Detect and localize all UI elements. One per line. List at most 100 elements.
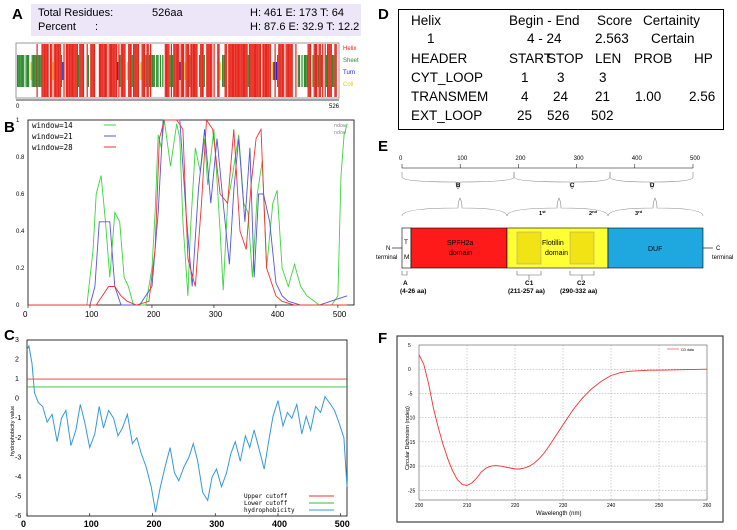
d-score-value: 2.563 bbox=[595, 31, 629, 46]
ss-bar bbox=[153, 55, 155, 87]
d-header-hp: HP bbox=[694, 51, 713, 66]
b-series-window-14 bbox=[28, 119, 348, 306]
f-ytick: -5 bbox=[408, 391, 413, 397]
spfh-label-2: domain bbox=[449, 250, 472, 257]
c1-box bbox=[516, 231, 542, 265]
ss-bar bbox=[246, 44, 248, 97]
ss-bar bbox=[314, 44, 317, 97]
d-begin-end-value: 4 - 24 bbox=[527, 31, 562, 46]
percent-label: Percent bbox=[38, 21, 76, 33]
ss-bar bbox=[119, 55, 121, 87]
ss-bar bbox=[118, 44, 120, 97]
ss-bar bbox=[308, 44, 310, 97]
ss-bar bbox=[328, 44, 330, 97]
b-xtick: 400 bbox=[271, 310, 285, 319]
ss-bar bbox=[46, 44, 48, 97]
ss-bar bbox=[102, 44, 104, 97]
c-legend-lower: Lower cutoff bbox=[244, 500, 288, 507]
d-row3-stop: 526 bbox=[547, 108, 570, 123]
brace-c-label: C bbox=[570, 183, 575, 189]
ss-bar bbox=[237, 44, 240, 97]
f-plot-frame bbox=[418, 344, 708, 501]
ss-bar bbox=[150, 44, 152, 97]
ss-bar bbox=[79, 44, 81, 97]
c-xtick: 0 bbox=[21, 519, 26, 529]
f-ytick: -15 bbox=[408, 440, 415, 446]
ss-bar bbox=[329, 44, 331, 97]
brace-c bbox=[513, 172, 611, 190]
ss-bar bbox=[37, 55, 39, 87]
c-ytick: -1 bbox=[15, 415, 21, 422]
ss-bar bbox=[240, 44, 242, 97]
ss-bar bbox=[244, 44, 246, 97]
n-term-text: terminal bbox=[376, 255, 397, 261]
ss-bar bbox=[306, 55, 308, 87]
ss-bar bbox=[151, 55, 153, 87]
b-series bbox=[28, 118, 348, 306]
ss-bar bbox=[223, 55, 225, 87]
d-helix-label: Helix bbox=[411, 13, 442, 28]
ss-bar bbox=[124, 44, 126, 97]
d-score-label: Score bbox=[597, 13, 633, 28]
bracket-c2 bbox=[569, 271, 595, 280]
panel-f-label: F bbox=[378, 330, 388, 347]
ss-bar bbox=[228, 44, 230, 97]
ss-bar bbox=[140, 62, 142, 80]
ss-bar bbox=[129, 44, 131, 97]
ss-bar bbox=[307, 44, 309, 97]
ss-bar bbox=[26, 55, 29, 87]
tm-label-t: T bbox=[404, 239, 408, 246]
hydrophobicity-chart: 3 2 1 0 -1 -2 -3 -4 -5 -6 0 100 200 300 400 500 hydrop… bbox=[10, 337, 350, 529]
ss-bar bbox=[104, 44, 107, 97]
ss-bar bbox=[76, 44, 79, 97]
ss-bar bbox=[273, 62, 275, 80]
ss-bar bbox=[225, 44, 227, 97]
flot-label-1: Flotillin bbox=[542, 240, 564, 247]
ss-bar bbox=[286, 44, 288, 97]
ss-bar bbox=[20, 55, 22, 87]
ss-bar bbox=[298, 55, 301, 87]
ss-bar bbox=[81, 44, 83, 97]
ss-bar bbox=[58, 44, 60, 97]
c-ytick: -3 bbox=[15, 454, 21, 461]
ss-bar bbox=[277, 55, 279, 87]
ss-bar bbox=[51, 44, 53, 97]
d-row3-name: EXT_LOOP bbox=[411, 108, 483, 123]
ss-bar bbox=[122, 44, 124, 97]
ss-bar bbox=[128, 44, 130, 97]
f-xtick: 220 bbox=[511, 503, 520, 509]
b-ytick: 0.6 bbox=[16, 192, 25, 198]
ss-bar bbox=[312, 55, 314, 87]
ss-bar bbox=[325, 55, 328, 87]
ss-bar bbox=[90, 44, 92, 97]
ss-bar bbox=[111, 44, 113, 97]
e-ruler-label: 100 bbox=[457, 156, 468, 162]
ss-bar bbox=[56, 44, 58, 97]
ss-bar bbox=[28, 55, 30, 87]
ss-bar bbox=[17, 55, 19, 87]
ss-bar bbox=[62, 62, 64, 80]
ss-bar bbox=[106, 44, 108, 97]
third-marker: 3rd bbox=[635, 209, 643, 217]
c-ytick: 0 bbox=[15, 396, 19, 403]
b-x-ticks: 0 100 200 300 400 500 bbox=[23, 305, 347, 319]
ss-legend-turn: Turn bbox=[343, 70, 355, 76]
ss-bar bbox=[23, 55, 25, 87]
ss-bar bbox=[274, 44, 276, 97]
ss-bar bbox=[272, 62, 274, 80]
brace-b-lower bbox=[401, 197, 508, 217]
c-series bbox=[26, 344, 348, 513]
ss-bar bbox=[319, 44, 321, 97]
b-frame bbox=[27, 119, 355, 306]
ss-bar bbox=[157, 55, 159, 87]
ss-bar bbox=[156, 55, 158, 87]
panel-c-label: C bbox=[4, 327, 15, 344]
ss-bar bbox=[145, 55, 147, 87]
e-ruler-label: 0 bbox=[399, 156, 403, 162]
ss-bar bbox=[248, 44, 251, 97]
d-row2-len: 21 bbox=[595, 89, 611, 104]
ss-bar bbox=[108, 44, 110, 97]
ss-bar bbox=[114, 44, 116, 97]
f-legend: CD data bbox=[681, 348, 694, 352]
ss-bar bbox=[303, 55, 306, 87]
